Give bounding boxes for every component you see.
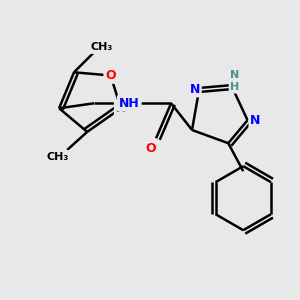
Text: N
H: N H [230,70,240,92]
Text: N: N [116,102,126,115]
Text: N: N [190,82,200,95]
Text: N: N [250,114,261,127]
Text: NH: NH [119,97,140,110]
Text: O: O [105,69,116,82]
Text: O: O [146,142,156,155]
Text: CH₃: CH₃ [46,152,68,162]
Text: CH₃: CH₃ [91,42,113,52]
